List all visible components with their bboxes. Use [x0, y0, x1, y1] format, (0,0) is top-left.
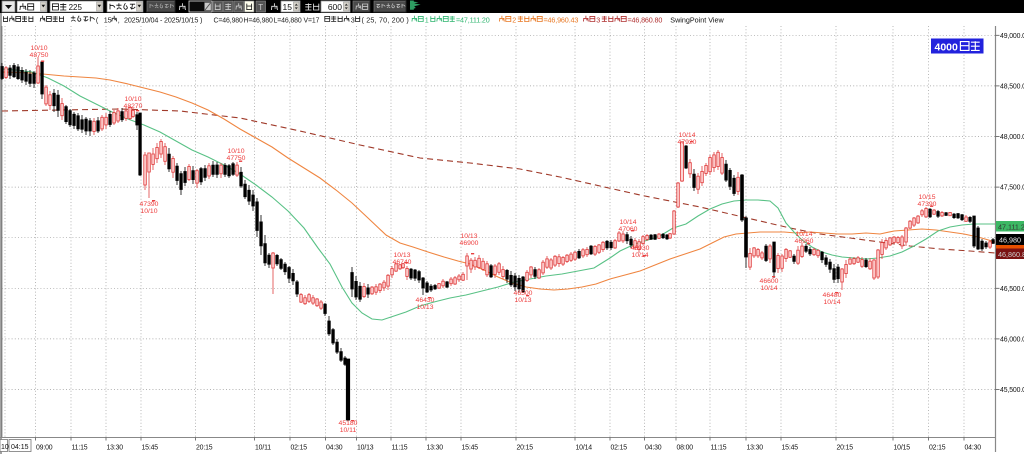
svg-text:47,111.2: 47,111.2	[998, 222, 1024, 231]
svg-text:46,500.00: 46,500.00	[1000, 286, 1024, 293]
svg-text:C=46,980: C=46,980	[214, 17, 244, 24]
svg-text:48750: 48750	[30, 52, 49, 59]
svg-text:1: 1	[425, 15, 429, 24]
svg-text:46480: 46480	[823, 292, 842, 299]
svg-text:10/14: 10/14	[823, 299, 840, 306]
svg-text:T: T	[258, 3, 263, 12]
svg-text:46960: 46960	[795, 238, 814, 245]
svg-text:15:45: 15:45	[142, 445, 159, 452]
svg-text:SwingPoint View: SwingPoint View	[670, 15, 724, 24]
svg-text:47,500.00: 47,500.00	[1000, 185, 1024, 192]
svg-text:04:30: 04:30	[326, 445, 343, 452]
svg-text:47920: 47920	[678, 139, 697, 146]
svg-text:15: 15	[104, 15, 112, 24]
svg-text:48,000.00: 48,000.00	[1000, 134, 1024, 141]
svg-text:2025/10/04 - 2025/10/15 ): 2025/10/04 - 2025/10/15 )	[124, 15, 202, 24]
svg-text:10/13: 10/13	[357, 445, 374, 452]
svg-text:11:15: 11:15	[711, 445, 727, 452]
svg-text:10/13: 10/13	[393, 252, 410, 259]
svg-text:46500: 46500	[514, 290, 533, 297]
svg-text:02:15: 02:15	[929, 445, 946, 452]
svg-text:48,500.00: 48,500.00	[1000, 84, 1024, 91]
svg-text:20:15: 20:15	[837, 445, 854, 452]
svg-text:04:30: 04:30	[965, 445, 982, 452]
svg-text:04:15: 04:15	[11, 444, 29, 451]
svg-text:10/13: 10/13	[514, 297, 531, 304]
svg-text:2: 2	[512, 15, 516, 24]
svg-text:=46,860.80: =46,860.80	[628, 15, 663, 24]
svg-text:46,980: 46,980	[999, 236, 1021, 245]
svg-text:02:15: 02:15	[611, 445, 628, 452]
svg-text:V=17: V=17	[304, 17, 320, 24]
svg-text:04:30: 04:30	[645, 445, 662, 452]
svg-text:3: 3	[351, 15, 355, 24]
svg-text:46900: 46900	[460, 240, 479, 247]
svg-text:47390: 47390	[140, 201, 159, 208]
svg-text:H=46,980: H=46,980	[244, 17, 274, 24]
svg-text:600: 600	[328, 2, 342, 12]
svg-text:46,860.8: 46,860.8	[998, 250, 1024, 259]
svg-text:(: (	[96, 15, 99, 24]
svg-text:,: ,	[118, 15, 120, 24]
svg-text:=47,111.20: =47,111.20	[456, 15, 490, 24]
svg-text:46,000.00: 46,000.00	[1000, 337, 1024, 344]
svg-text:46930: 46930	[631, 245, 650, 252]
svg-text:47750: 47750	[227, 155, 246, 162]
svg-text:08:00: 08:00	[677, 445, 694, 452]
svg-text:10/11: 10/11	[340, 427, 357, 434]
svg-text:46600: 46600	[760, 278, 779, 285]
svg-text:=46,960.43: =46,960.43	[544, 15, 579, 24]
svg-text:15: 15	[283, 2, 293, 12]
svg-text:10/14: 10/14	[631, 252, 648, 259]
svg-text:4000: 4000	[935, 42, 959, 54]
svg-text:49,000.00: 49,000.00	[1000, 33, 1024, 40]
svg-text:46740: 46740	[393, 259, 412, 266]
svg-text:225: 225	[69, 3, 83, 12]
svg-text:47060: 47060	[619, 226, 638, 233]
svg-text:10: 10	[1, 444, 9, 451]
svg-text:48270: 48270	[124, 103, 143, 110]
svg-text:46430: 46430	[416, 297, 435, 304]
svg-text:13:30: 13:30	[747, 445, 764, 452]
svg-text:( 25, 70, 200 ): ( 25, 70, 200 )	[362, 15, 409, 24]
svg-text:10/14: 10/14	[760, 285, 777, 292]
svg-text:20:15: 20:15	[196, 445, 213, 452]
svg-text:13:30: 13:30	[107, 445, 124, 452]
svg-text:11:15: 11:15	[392, 445, 408, 452]
svg-text:45,500.00: 45,500.00	[1000, 387, 1024, 394]
svg-text:09:00: 09:00	[36, 445, 53, 452]
svg-text:11:15: 11:15	[72, 445, 88, 452]
svg-text:20:15: 20:15	[517, 445, 534, 452]
svg-text:10/15: 10/15	[918, 194, 935, 201]
svg-text:10/14: 10/14	[795, 231, 812, 238]
svg-text:10/14: 10/14	[678, 132, 695, 139]
svg-text:L=46,880: L=46,880	[274, 17, 302, 24]
svg-text:15:45: 15:45	[782, 445, 799, 452]
svg-text:3: 3	[596, 15, 600, 24]
svg-text:13:30: 13:30	[427, 445, 444, 452]
svg-text:10/15: 10/15	[894, 445, 911, 452]
svg-text:10/14: 10/14	[576, 445, 593, 452]
svg-text:10/10: 10/10	[30, 45, 47, 52]
svg-text:10/13: 10/13	[460, 233, 477, 240]
svg-text:47390: 47390	[918, 201, 937, 208]
svg-text:10/14: 10/14	[619, 219, 636, 226]
svg-text:10/13: 10/13	[416, 304, 433, 311]
svg-text:02:15: 02:15	[291, 445, 308, 452]
svg-text:45180: 45180	[339, 420, 358, 427]
svg-text:10/10: 10/10	[140, 208, 157, 215]
svg-text:10/10: 10/10	[227, 148, 244, 155]
svg-text:10/11: 10/11	[255, 445, 271, 452]
svg-text:15:45: 15:45	[462, 445, 479, 452]
svg-text:10/10: 10/10	[124, 96, 141, 103]
